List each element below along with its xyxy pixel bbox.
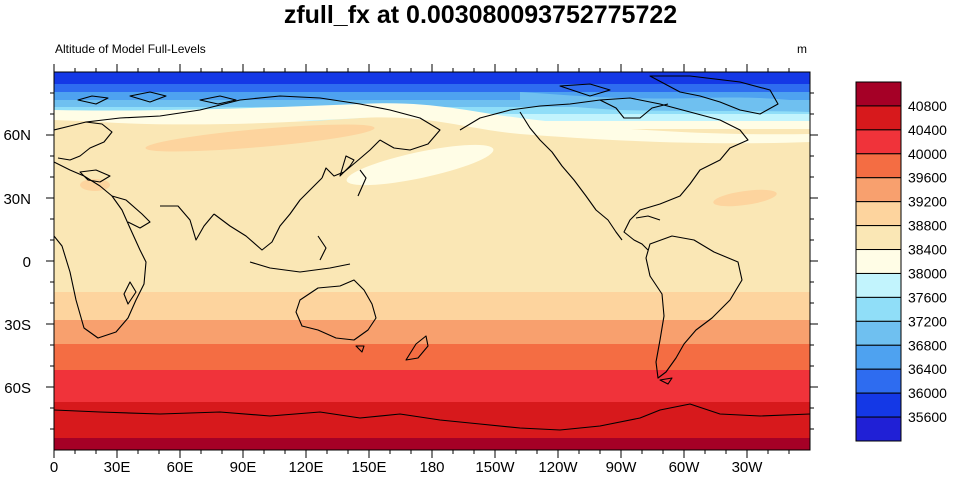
fill-band (54, 370, 810, 404)
chart-title: zfull_fx at 0.003080093752775722 (283, 1, 678, 29)
coast-japan (339, 155, 355, 177)
colorbar-box (855, 272, 902, 298)
fill-band (54, 344, 810, 372)
coast-tasmania (355, 345, 365, 353)
fill-anomaly (346, 144, 494, 186)
lat-tick-label: 30N (3, 191, 31, 208)
colorbar-box (855, 320, 902, 346)
lon-tick-label: 90W (606, 459, 638, 476)
colorbar-box (855, 201, 902, 227)
coast-na-west (519, 111, 623, 241)
lon-tick-label: 120E (288, 459, 323, 476)
lon-tick-label: 180 (419, 459, 444, 476)
colorbar-label: 40000 (908, 146, 947, 162)
coast-se-asia (213, 177, 323, 251)
fill-anomaly (713, 189, 777, 207)
coastlines (54, 75, 810, 431)
lon-tick-label: 150W (475, 459, 515, 476)
coast-caribbean (635, 215, 661, 221)
colorbar-label: 39600 (908, 170, 947, 186)
coast-india (160, 205, 215, 241)
colorbar-box (855, 368, 902, 394)
fill-band (54, 72, 810, 86)
lat-tick-label: 60N (3, 127, 31, 144)
colorbar-label: 36800 (908, 337, 947, 353)
coast-japan (357, 169, 367, 197)
lat-tick-labels: 60N 30N 0 30S 60S (3, 127, 31, 397)
coast-south-america (645, 235, 743, 379)
coast-island (77, 95, 109, 105)
colorbar-label: 35600 (908, 409, 947, 425)
fill-band (54, 100, 810, 109)
lon-tick-label: 60W (669, 459, 701, 476)
coast-hudson (599, 99, 669, 119)
lon-tick-labels: 0 30E 60E 90E 120E 150E 180 150W 120W 90… (50, 459, 763, 476)
coast-tierra-del-fuego (659, 377, 673, 385)
coast-greenland (649, 75, 779, 115)
colorbar-box (855, 177, 902, 203)
fill-band (54, 292, 810, 322)
coast-sea (79, 169, 111, 183)
coast-island (199, 95, 237, 105)
lon-tick-label: 90E (230, 459, 257, 476)
lat-tick-label: 30S (4, 317, 31, 334)
colorbar-box (855, 416, 902, 442)
lon-tick-label: 30E (104, 459, 131, 476)
lon-tick-label: 60E (167, 459, 194, 476)
fill-band (54, 320, 810, 346)
fill-band (54, 92, 810, 102)
coast-north-america (459, 97, 749, 251)
tick-marks (46, 64, 818, 458)
coast-siberia (85, 95, 441, 151)
fill-anomaly (145, 124, 375, 152)
colorbar-box (855, 392, 902, 418)
colorbar-box (855, 81, 902, 107)
map-area (54, 72, 810, 450)
colorbar-label: 40800 (908, 98, 947, 114)
fill-band (54, 84, 810, 94)
lat-tick-label: 60S (4, 380, 31, 397)
fill-band (520, 92, 810, 112)
colorbar-box (855, 129, 902, 155)
colorbar-label: 37200 (908, 313, 947, 329)
coast-new-zealand (405, 335, 429, 361)
colorbar-box (855, 249, 902, 274)
colorbar-box (855, 296, 902, 322)
lon-tick-label: 30W (732, 459, 764, 476)
colorbar-label: 37600 (908, 289, 947, 305)
colorbar-label: 38000 (908, 265, 947, 281)
coast-arabia (111, 195, 151, 229)
fill-band (54, 402, 810, 440)
colorbar-box (855, 344, 902, 370)
units-label: m (797, 42, 807, 56)
colorbar-box (855, 225, 902, 251)
lon-tick-label: 0 (50, 459, 58, 476)
fill-band (54, 103, 810, 144)
colorbar-label: 40400 (908, 122, 947, 138)
coast-africa (54, 161, 147, 339)
coast-australia (295, 279, 377, 341)
fill-band (54, 438, 810, 450)
colorbar-label: 39200 (908, 194, 947, 210)
colorbar: 40800 40400 40000 39600 39200 38800 38400 38000… (855, 81, 947, 442)
lon-tick-label: 150E (351, 459, 386, 476)
colorbar-label: 36400 (908, 361, 947, 377)
colorbar-label: 38800 (908, 218, 947, 234)
colorbar-label: 36000 (908, 385, 947, 401)
coast-island (129, 91, 167, 103)
colorbar-box (855, 105, 902, 131)
lat-tick-label: 0 (23, 254, 31, 271)
colorbar-label: 38400 (908, 242, 947, 258)
left-subtitle: Altitude of Model Full-Levels (55, 42, 206, 56)
coast-arctic-island (559, 83, 611, 97)
coast-antarctica (54, 403, 810, 431)
coast-philippines (317, 235, 327, 261)
coast-indonesia (249, 261, 351, 273)
coast-madagascar (123, 281, 137, 305)
coast-europe (54, 121, 113, 161)
fill-band (54, 116, 810, 160)
lon-tick-label: 120W (538, 459, 578, 476)
colorbar-box (855, 153, 902, 179)
